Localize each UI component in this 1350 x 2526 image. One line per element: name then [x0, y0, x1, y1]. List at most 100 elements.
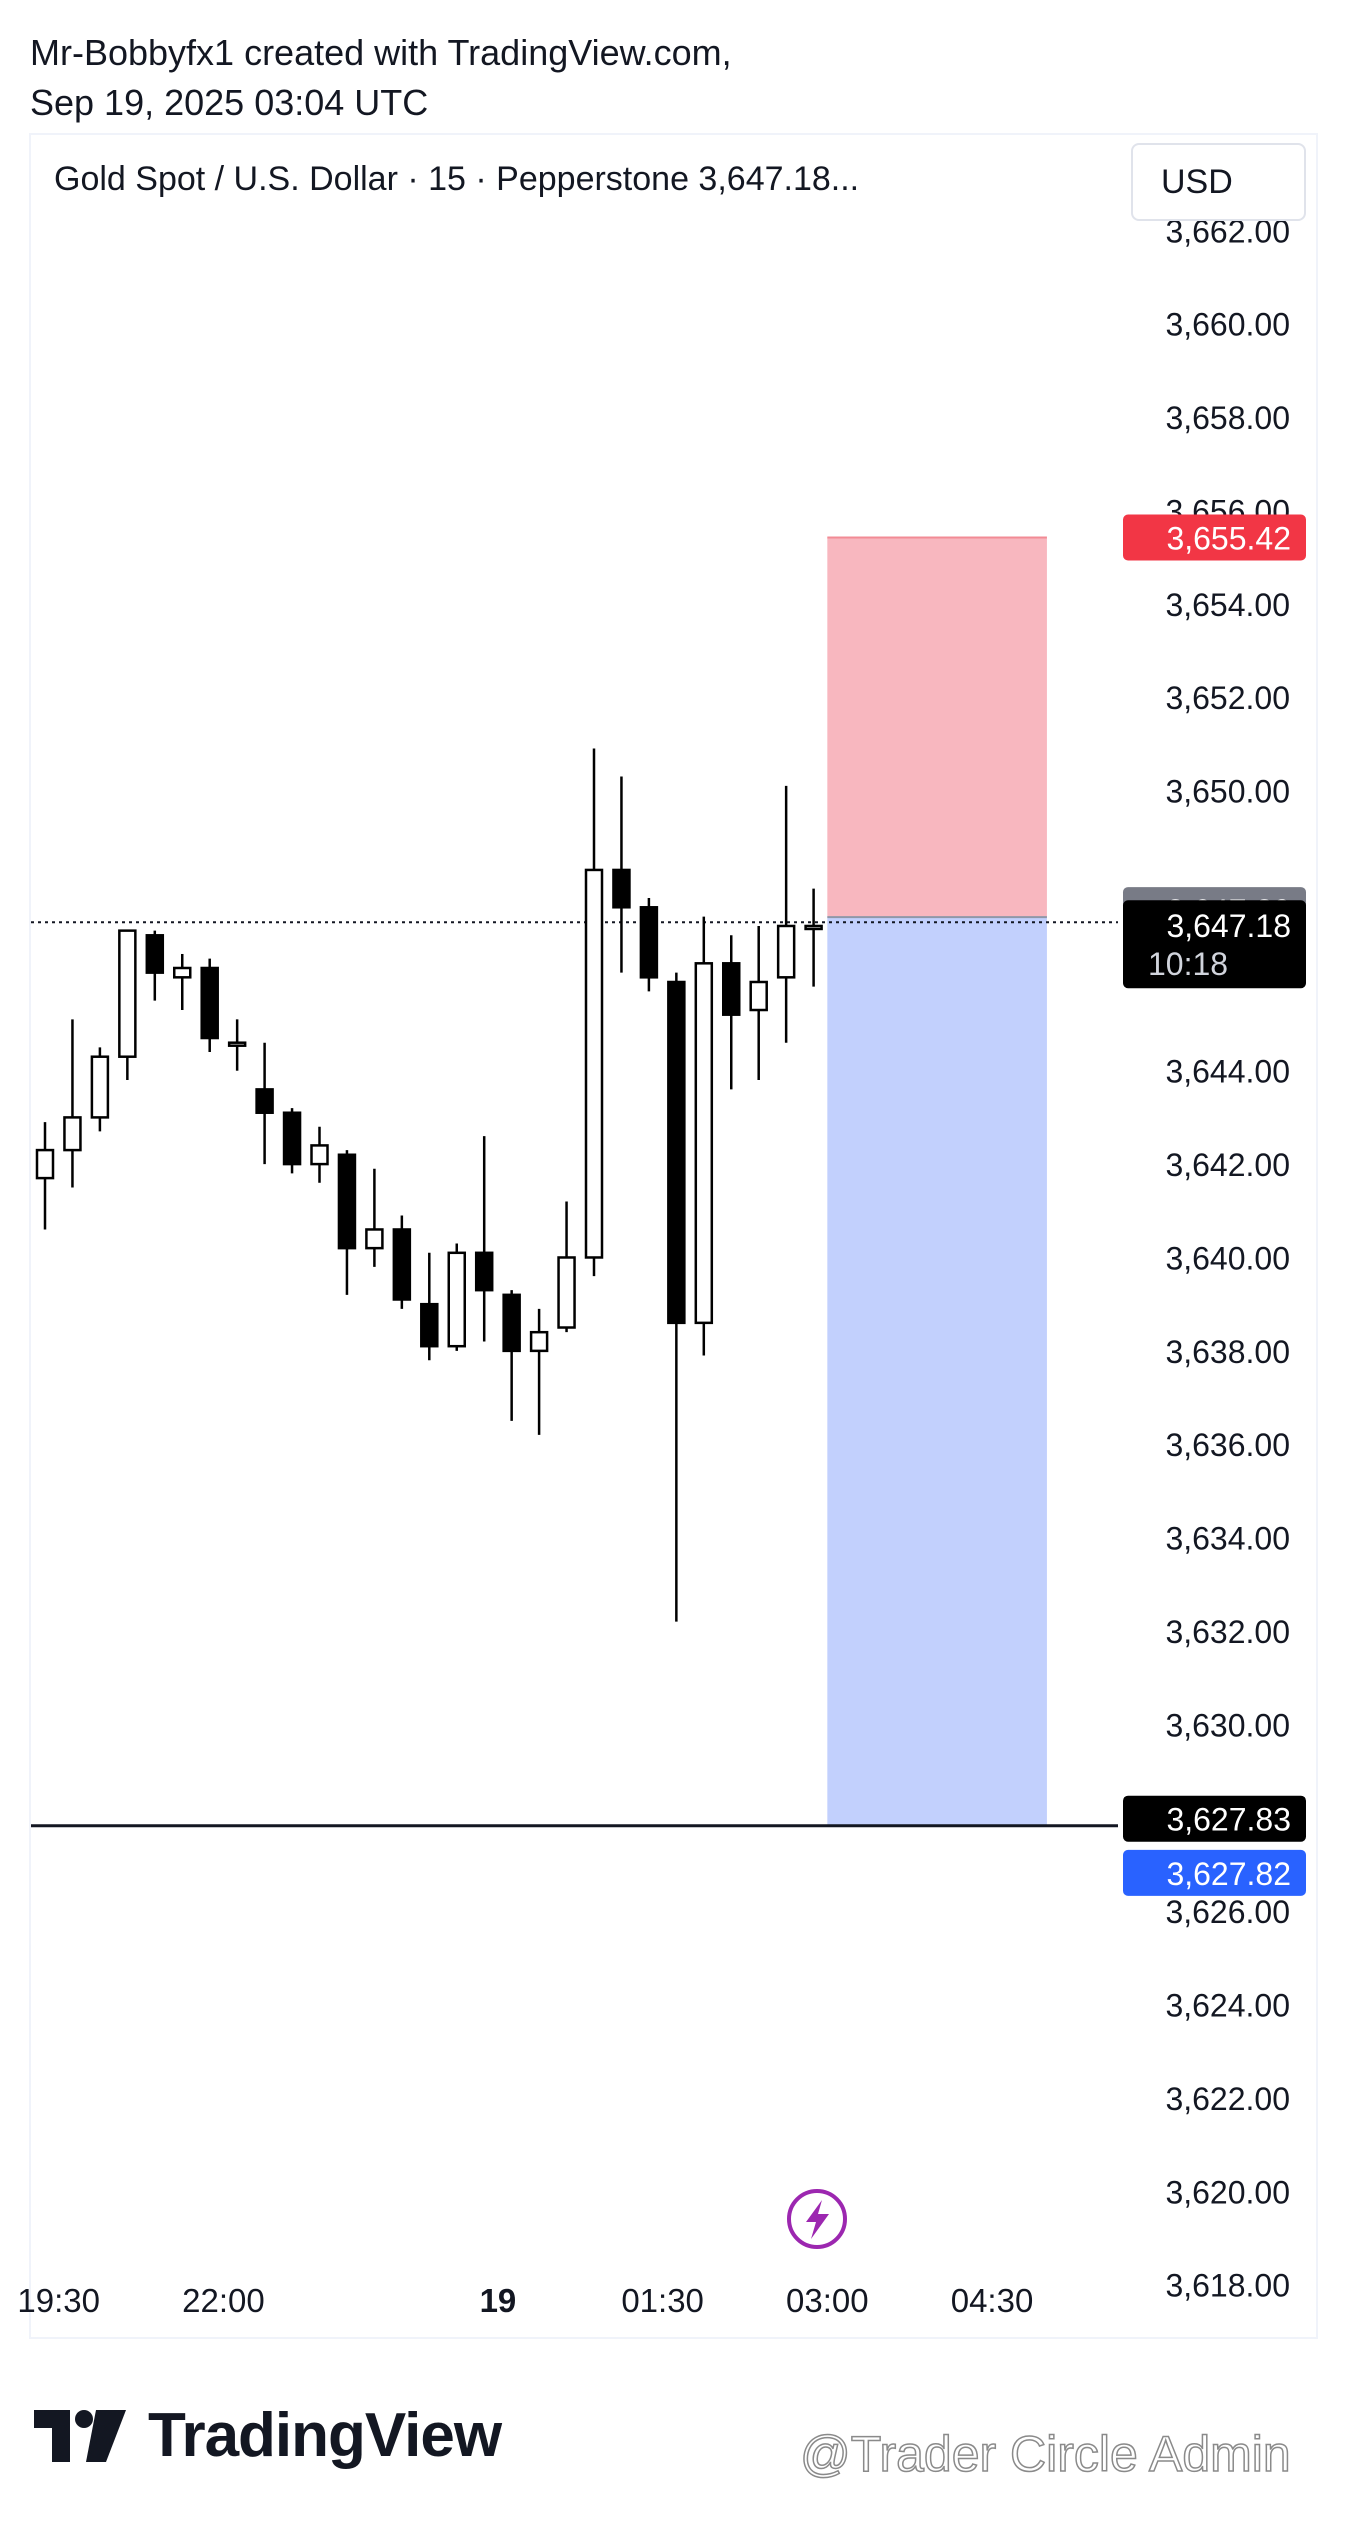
tradingview-wordmark: TradingView	[148, 2401, 502, 2470]
position-zones	[827, 536, 1047, 1827]
stop-price-label-bg	[1123, 514, 1306, 561]
candle-body	[227, 1041, 247, 1047]
price-tick-label: 3,630.00	[1165, 1707, 1290, 1743]
time-tick-label: 01:30	[621, 2282, 704, 2319]
candle-body	[145, 934, 165, 974]
candle	[776, 785, 796, 1043]
candle-body	[804, 924, 823, 931]
candle	[90, 1047, 110, 1132]
candle-body	[447, 1251, 466, 1348]
candle-body	[584, 868, 604, 1259]
candle-body	[420, 1302, 439, 1348]
price-tick-label: 3,626.00	[1165, 1894, 1290, 1930]
target-price-label-text: 3,627.82	[1166, 1856, 1291, 1892]
price-tick-label: 3,620.00	[1165, 2174, 1290, 2210]
candles	[35, 748, 823, 1622]
candle	[474, 1136, 494, 1342]
lightning-icon[interactable]	[787, 2189, 847, 2249]
price-tick-label: 3,622.00	[1165, 2081, 1290, 2117]
last-price-text: 3,647.18	[1166, 908, 1291, 944]
stop-price-label-text: 3,655.42	[1166, 520, 1291, 556]
stop-loss-zone[interactable]	[827, 537, 1047, 918]
countdown-text: 10:18	[1148, 946, 1228, 982]
candle-body	[365, 1228, 384, 1250]
candle-body	[255, 1088, 274, 1114]
candle	[502, 1290, 521, 1421]
candle	[420, 1252, 439, 1361]
last-price-label-bg	[1123, 900, 1306, 989]
price-tick-label: 3,624.00	[1165, 1988, 1290, 2024]
candle-body	[474, 1251, 494, 1292]
tradingview-logo[interactable]: TradingView	[34, 2400, 502, 2471]
candle	[447, 1243, 466, 1351]
candle	[173, 953, 192, 1011]
hline-price-label-text: 3,627.83	[1166, 1802, 1291, 1838]
price-tick-label: 3,640.00	[1165, 1240, 1290, 1276]
candle-body	[337, 1153, 357, 1250]
candle-body	[35, 1148, 55, 1180]
candle-body	[776, 924, 796, 979]
candle	[392, 1215, 412, 1309]
candle	[584, 748, 604, 1277]
candle	[365, 1168, 384, 1267]
timestamp-line: Sep 19, 2025 03:04 UTC	[30, 82, 429, 123]
price-tick-label: 3,638.00	[1165, 1334, 1290, 1370]
candle	[612, 776, 631, 973]
candle	[282, 1108, 302, 1174]
time-tick-label: 19	[480, 2282, 517, 2319]
candle-body	[502, 1293, 521, 1353]
candle	[200, 958, 219, 1053]
candle	[35, 1122, 55, 1230]
price-tick-label: 3,634.00	[1165, 1521, 1290, 1557]
candle	[255, 1042, 274, 1165]
symbol-title[interactable]: Gold Spot / U.S. Dollar · 15 · Peppersto…	[54, 160, 860, 198]
price-tick-label: 3,618.00	[1165, 2268, 1290, 2304]
candle-body	[667, 980, 686, 1325]
candle	[118, 929, 137, 1081]
price-tick-label: 3,644.00	[1165, 1054, 1290, 1090]
target-price-label-bg	[1123, 1849, 1306, 1896]
take-profit-zone[interactable]	[827, 917, 1047, 1827]
stop-price-label: 3,655.42	[1123, 514, 1306, 561]
time-tick-label: 03:00	[786, 2282, 869, 2319]
candle	[337, 1150, 357, 1295]
time-tick-label: 19:30	[17, 2282, 100, 2319]
currency-button[interactable]: USD	[1131, 143, 1306, 221]
author-line: Mr-Bobbyfx1 created with TradingView.com…	[30, 32, 732, 73]
price-tick-label: 3,660.00	[1165, 307, 1290, 343]
candle	[63, 1019, 82, 1188]
watermark-text: @Trader Circle Admin	[799, 2425, 1291, 2483]
candle	[722, 935, 741, 1090]
target-price-label: 3,627.82	[1123, 1849, 1306, 1896]
chart-attribution: Mr-Bobbyfx1 created with TradingView.com…	[30, 28, 732, 128]
candle	[749, 925, 768, 1081]
price-tick-label: 3,636.00	[1165, 1427, 1290, 1463]
price-tick-label: 3,650.00	[1165, 774, 1290, 810]
candle-body	[392, 1228, 412, 1301]
price-tick-label: 3,632.00	[1165, 1614, 1290, 1650]
chart-frame	[29, 133, 1318, 2339]
price-tick-label: 3,654.00	[1165, 587, 1290, 623]
candle-body	[557, 1256, 576, 1329]
hline-price-label-bg	[1123, 1795, 1306, 1842]
candle-body	[722, 962, 741, 1016]
price-lines	[31, 921, 1118, 1828]
hline-price-label: 3,627.83	[1123, 1795, 1306, 1842]
candle-body	[173, 966, 192, 979]
candle-body	[694, 962, 714, 1325]
candle-body	[200, 966, 219, 1040]
time-tick-label: 04:30	[951, 2282, 1034, 2319]
candle	[557, 1201, 576, 1333]
time-axis: 19:30 22:00 19 01:30 03:00 04:30	[17, 2282, 1033, 2319]
candle	[639, 897, 659, 992]
candle	[804, 888, 823, 987]
candle	[529, 1308, 549, 1435]
candle-body	[749, 980, 768, 1012]
candle	[227, 1019, 247, 1071]
candle	[145, 930, 165, 1001]
lightning-icon-bolt	[806, 2200, 829, 2239]
price-tick-label: 3,652.00	[1165, 680, 1290, 716]
candle	[667, 972, 686, 1622]
